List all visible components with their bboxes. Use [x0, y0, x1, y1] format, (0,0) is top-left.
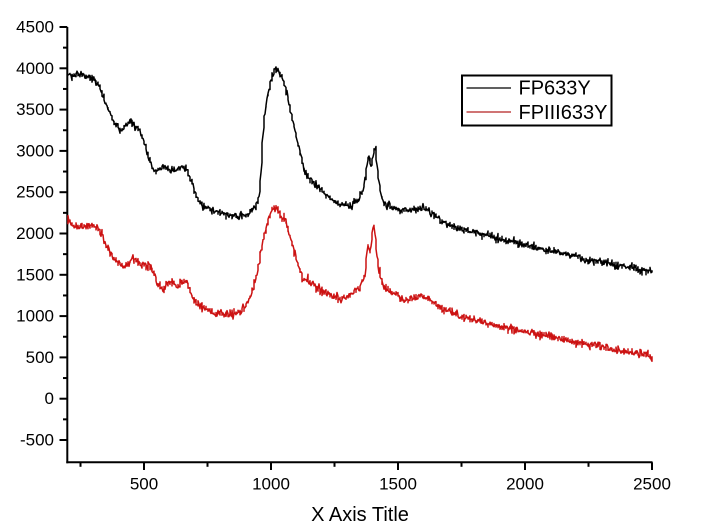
svg-text:1000: 1000 [252, 475, 290, 494]
svg-text:2500: 2500 [16, 183, 54, 202]
svg-text:1500: 1500 [379, 475, 417, 494]
svg-text:4500: 4500 [16, 18, 54, 37]
svg-text:2000: 2000 [506, 475, 544, 494]
svg-text:2000: 2000 [16, 224, 54, 243]
svg-text:1500: 1500 [16, 265, 54, 284]
svg-text:0: 0 [45, 389, 54, 408]
svg-text:3000: 3000 [16, 141, 54, 160]
svg-text:4000: 4000 [16, 59, 54, 78]
svg-text:FP633Y: FP633Y [519, 78, 591, 100]
svg-text:1000: 1000 [16, 307, 54, 326]
svg-text:3500: 3500 [16, 100, 54, 119]
svg-text:2500: 2500 [633, 475, 671, 494]
svg-text:500: 500 [26, 348, 54, 367]
svg-text:-500: -500 [20, 431, 54, 450]
svg-text:500: 500 [130, 475, 158, 494]
svg-text:X Axis Title: X Axis Title [311, 504, 409, 526]
svg-text:FPIII633Y: FPIII633Y [519, 102, 608, 124]
